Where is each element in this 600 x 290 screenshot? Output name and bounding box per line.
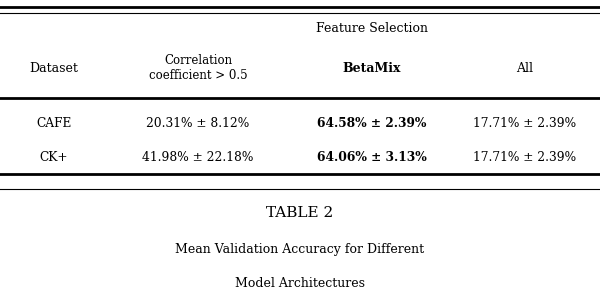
Text: Correlation
coefficient > 0.5: Correlation coefficient > 0.5 [149,54,247,82]
Text: CK+: CK+ [40,151,68,164]
Text: All: All [517,61,533,75]
Text: 20.31% ± 8.12%: 20.31% ± 8.12% [146,117,250,130]
Text: 64.58% ± 2.39%: 64.58% ± 2.39% [317,117,427,130]
Text: Dataset: Dataset [29,61,79,75]
Text: TABLE 2: TABLE 2 [266,206,334,220]
Text: 41.98% ± 22.18%: 41.98% ± 22.18% [142,151,254,164]
Text: Model Architectures: Model Architectures [235,277,365,290]
Text: 64.06% ± 3.13%: 64.06% ± 3.13% [317,151,427,164]
Text: CAFE: CAFE [37,117,71,130]
Text: Mean Validation Accuracy for Different: Mean Validation Accuracy for Different [175,243,425,256]
Text: 17.71% ± 2.39%: 17.71% ± 2.39% [473,151,577,164]
Text: Feature Selection: Feature Selection [316,22,428,35]
Text: BetaMix: BetaMix [343,61,401,75]
Text: 17.71% ± 2.39%: 17.71% ± 2.39% [473,117,577,130]
